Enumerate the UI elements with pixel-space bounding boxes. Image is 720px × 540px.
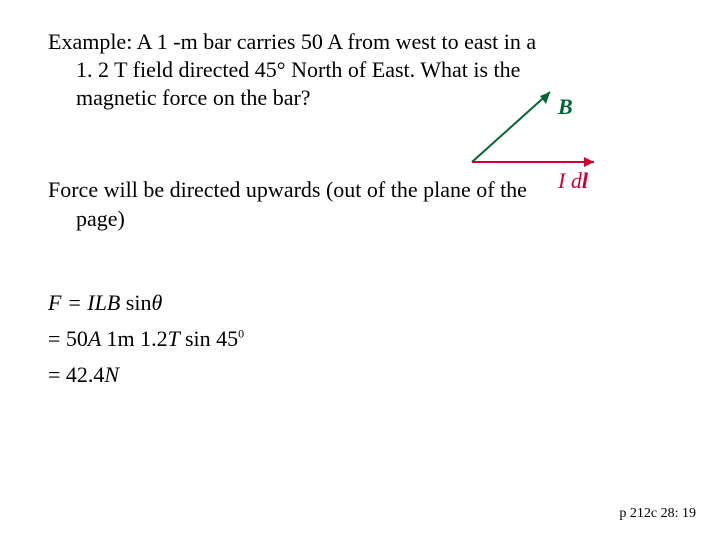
eq2-T: T <box>168 326 185 351</box>
eq3-N: N <box>104 362 119 387</box>
idl-arrow-head <box>584 157 594 167</box>
eq1-sin: sin <box>126 290 152 315</box>
equation-row-1: F = ILB sinθ <box>48 290 162 316</box>
idl-label: I dl <box>558 168 588 194</box>
vector-diagram <box>462 82 642 192</box>
eq2-A: A <box>88 326 107 351</box>
idl-label-i: I d <box>558 168 582 193</box>
eq2-deg: 0 <box>238 327 244 341</box>
example-line1: Example: A 1 -m bar carries 50 A from we… <box>48 29 536 54</box>
eq1-theta: θ <box>151 290 162 315</box>
b-arrow-head <box>540 92 550 104</box>
b-label: B <box>558 94 573 120</box>
force-line2: page) <box>48 205 672 233</box>
eq2-1m: 1m <box>106 326 140 351</box>
force-line1: Force will be directed upwards (out of t… <box>48 177 527 202</box>
eq2-45: 45 <box>216 326 238 351</box>
page-footer: p 212c 28: 19 <box>619 506 696 522</box>
eq2-12T: 1.2 <box>140 326 168 351</box>
eq3-eq: = 42.4 <box>48 362 104 387</box>
eq2-sin: sin <box>185 326 216 351</box>
eq2-eq: = 50 <box>48 326 88 351</box>
example-line2: 1. 2 T field directed 45° North of East.… <box>48 56 672 84</box>
b-arrow-line <box>472 92 550 162</box>
eq1-prefix: F = ILB <box>48 290 126 315</box>
idl-label-l: l <box>582 168 588 193</box>
equation-row-2: = 50A 1m 1.2T sin 450 <box>48 326 244 352</box>
equation-row-3: = 42.4N <box>48 362 119 388</box>
